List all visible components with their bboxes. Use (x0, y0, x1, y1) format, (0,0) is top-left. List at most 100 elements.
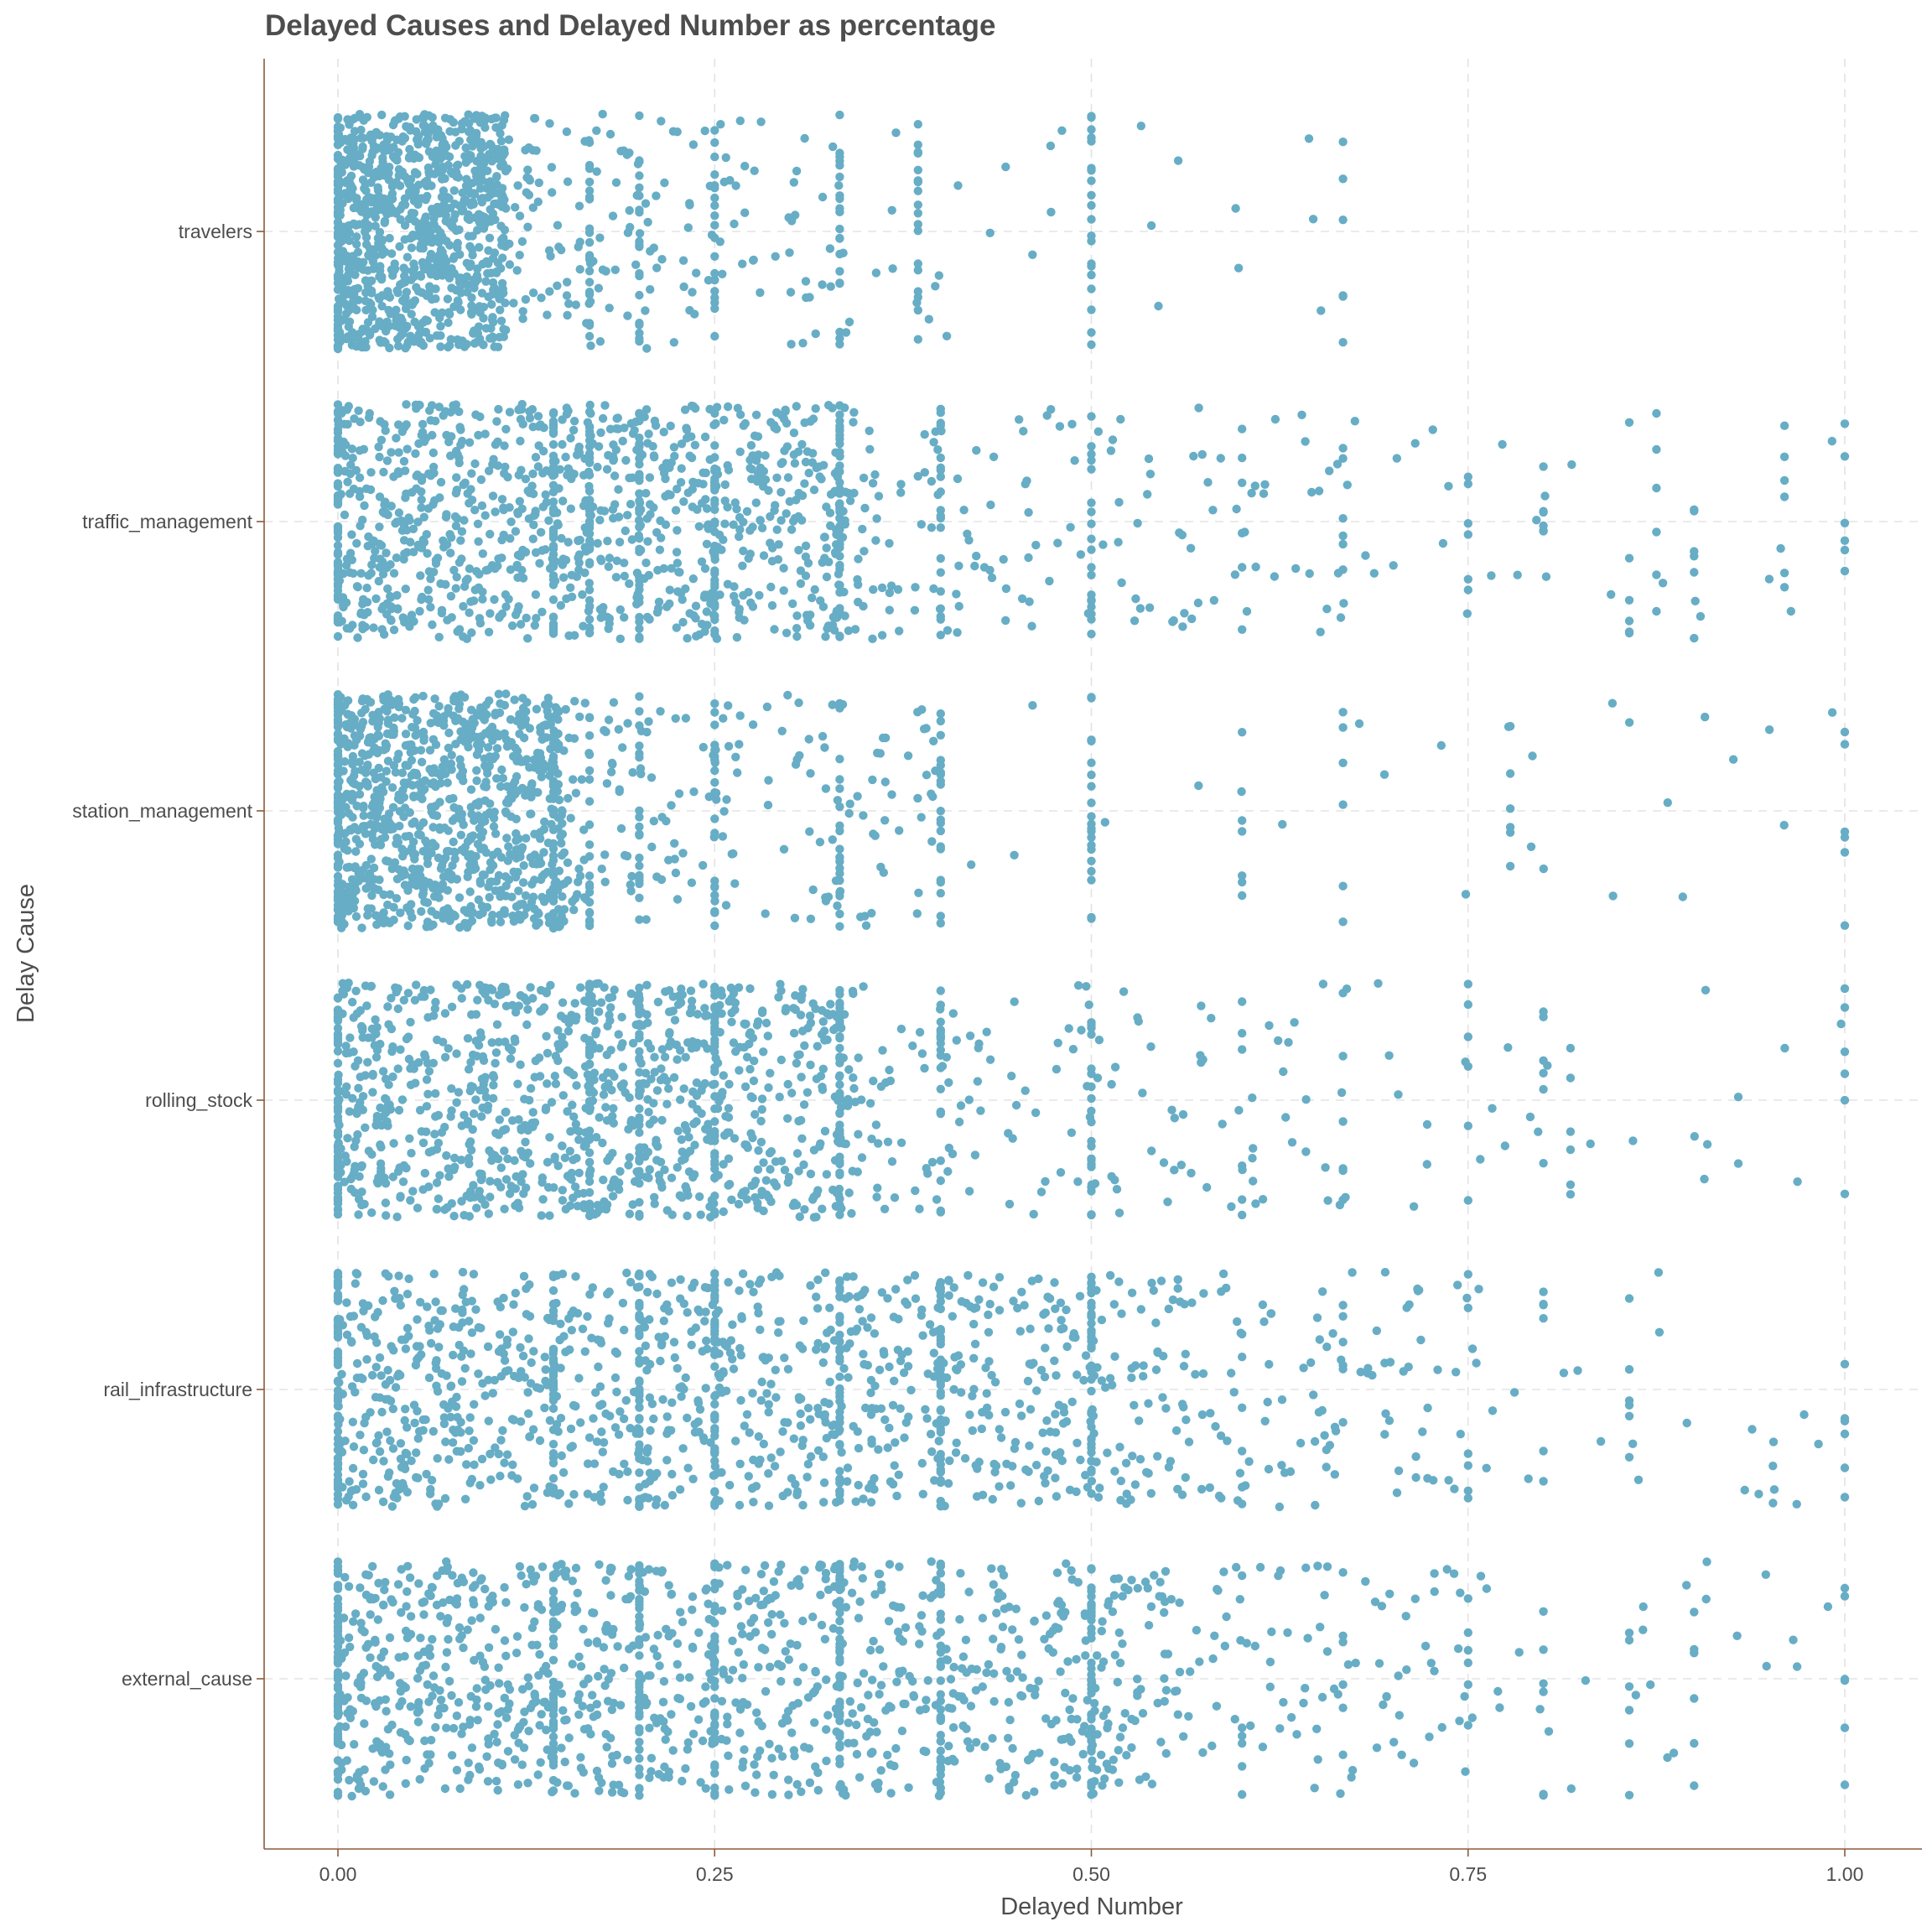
data-point (473, 709, 482, 718)
data-point (533, 787, 543, 797)
data-point (609, 513, 618, 523)
data-point (466, 832, 475, 841)
data-point (1015, 415, 1024, 424)
data-point (370, 743, 379, 753)
data-point (347, 530, 356, 539)
data-point (491, 709, 501, 718)
data-point (1098, 540, 1108, 549)
data-point (566, 583, 575, 592)
data-point (670, 451, 679, 461)
data-point (929, 438, 938, 447)
data-point (380, 833, 390, 842)
data-point (518, 693, 527, 703)
data-point (604, 562, 613, 571)
data-point (400, 112, 409, 121)
data-point (648, 442, 657, 451)
data-point (917, 813, 926, 822)
data-point (1087, 875, 1096, 885)
data-point (868, 775, 877, 785)
data-point (536, 834, 545, 844)
data-point (407, 309, 416, 319)
data-point (802, 1088, 813, 1098)
data-point (635, 692, 644, 701)
data-point (522, 188, 531, 197)
data-point (408, 709, 418, 719)
data-point (600, 850, 610, 860)
data-point (485, 892, 494, 902)
data-point (675, 1191, 684, 1200)
data-point (689, 787, 699, 797)
data-point (1238, 816, 1247, 825)
data-point (1539, 506, 1548, 516)
data-point (721, 1112, 730, 1121)
data-point (627, 473, 637, 482)
data-point (541, 490, 550, 500)
data-point (411, 693, 420, 702)
data-point (445, 115, 455, 124)
data-point (389, 761, 399, 771)
data-point (718, 269, 727, 278)
data-point (618, 436, 627, 446)
data-point (650, 453, 659, 462)
data-point (1087, 164, 1096, 173)
data-point (1218, 1119, 1227, 1129)
data-point (400, 803, 410, 813)
data-point (1338, 138, 1348, 147)
data-point (481, 277, 491, 286)
data-point (475, 876, 485, 886)
data-point (584, 750, 595, 760)
data-point (465, 1137, 475, 1146)
data-point (584, 331, 595, 341)
data-point (1087, 125, 1096, 134)
data-point (460, 516, 469, 525)
data-point (398, 1177, 408, 1187)
data-point (735, 525, 745, 534)
data-point (354, 1102, 363, 1112)
data-point (441, 205, 450, 215)
data-point (1690, 506, 1699, 516)
data-point (779, 586, 788, 595)
data-point (1607, 699, 1618, 708)
data-point (748, 602, 758, 611)
data-point (518, 307, 527, 316)
data-point (800, 479, 809, 488)
data-point (526, 1083, 536, 1093)
data-point (333, 888, 343, 898)
data-point (800, 418, 809, 428)
data-point (1827, 708, 1837, 717)
data-point (474, 1190, 484, 1199)
data-point (1779, 452, 1789, 461)
data-point (389, 569, 399, 578)
data-point (1087, 736, 1096, 745)
data-point (348, 621, 357, 630)
data-point (797, 1072, 806, 1082)
data-point (710, 441, 719, 450)
data-point (401, 298, 410, 308)
data-point (388, 1042, 397, 1052)
data-point (865, 426, 874, 435)
data-point (799, 1100, 809, 1109)
data-point (478, 1103, 487, 1113)
data-point (384, 1080, 393, 1089)
data-point (690, 309, 699, 319)
data-point (479, 340, 488, 350)
data-point (426, 602, 435, 612)
data-point (333, 114, 343, 123)
data-point (494, 731, 503, 741)
data-point (1001, 615, 1010, 626)
data-point (783, 690, 792, 700)
data-point (913, 793, 922, 803)
data-point (664, 1007, 674, 1016)
data-point (473, 275, 482, 284)
data-point (472, 157, 481, 166)
data-point (751, 498, 761, 507)
data-point (564, 1026, 574, 1036)
data-point (354, 204, 363, 213)
data-point (849, 408, 859, 417)
data-point (504, 135, 514, 144)
data-point (803, 558, 813, 568)
data-point (1031, 540, 1041, 550)
data-point (512, 266, 522, 275)
data-point (474, 430, 483, 440)
data-point (1087, 412, 1096, 421)
